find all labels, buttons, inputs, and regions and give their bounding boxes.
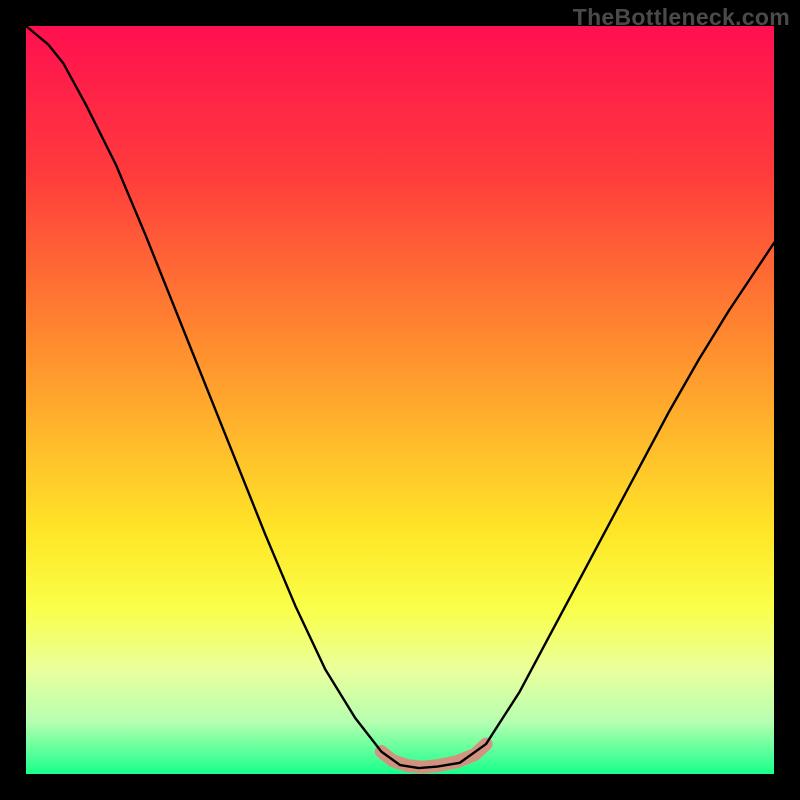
chart-frame: TheBottleneck.com: [0, 0, 800, 800]
bottleneck-curve: [26, 26, 774, 768]
attribution-label: TheBottleneck.com: [573, 4, 790, 31]
curve-overlay: [0, 0, 800, 800]
